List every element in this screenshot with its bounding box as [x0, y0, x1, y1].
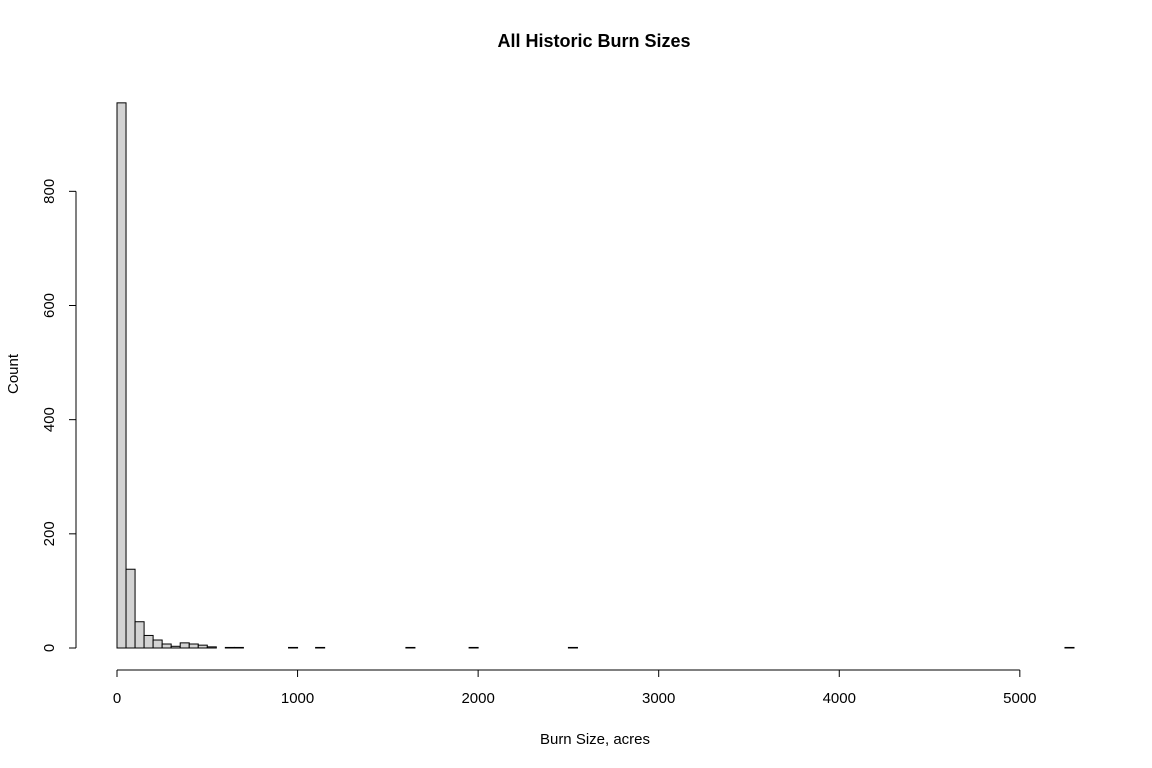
histogram-bar — [405, 646, 416, 649]
x-tick-label: 5000 — [1003, 690, 1036, 707]
chart-title: All Historic Burn Sizes — [497, 31, 690, 51]
histogram-bar — [315, 646, 326, 649]
x-tick-label: 0 — [113, 690, 121, 707]
histogram-bar — [143, 634, 154, 649]
y-tick-label: 800 — [41, 179, 58, 204]
histogram-bar — [197, 644, 208, 649]
x-axis-label: Burn Size, acres — [540, 731, 650, 748]
y-tick-label: 0 — [41, 644, 58, 652]
histogram-bar — [567, 646, 578, 649]
histogram-bar — [116, 102, 127, 649]
histogram-bar — [125, 568, 136, 649]
histogram-bar — [288, 646, 299, 649]
y-tick-label: 200 — [41, 521, 58, 546]
histogram-bar — [206, 646, 217, 649]
histogram-bar — [152, 639, 163, 649]
histogram-bar — [468, 646, 479, 649]
x-tick-label: 2000 — [461, 690, 494, 707]
x-axis: 0 1000 2000 3000 4000 5000 — [113, 669, 1037, 707]
histogram-bar — [179, 642, 190, 649]
histogram-bar — [224, 646, 235, 649]
histogram-bar — [161, 643, 172, 649]
y-tick-label: 400 — [41, 407, 58, 432]
x-tick-label: 4000 — [823, 690, 856, 707]
histogram-bars — [116, 102, 1075, 649]
histogram-bar — [188, 643, 199, 649]
x-tick-label: 3000 — [642, 690, 675, 707]
histogram-bar — [1064, 646, 1075, 649]
x-tick-label: 1000 — [281, 690, 314, 707]
histogram-bar — [170, 645, 181, 649]
histogram-bar — [233, 646, 244, 649]
y-axis-label: Count — [5, 353, 22, 394]
y-axis: 0 200 400 600 800 — [41, 179, 77, 652]
y-tick-label: 600 — [41, 293, 58, 318]
histogram-bar — [134, 621, 145, 649]
